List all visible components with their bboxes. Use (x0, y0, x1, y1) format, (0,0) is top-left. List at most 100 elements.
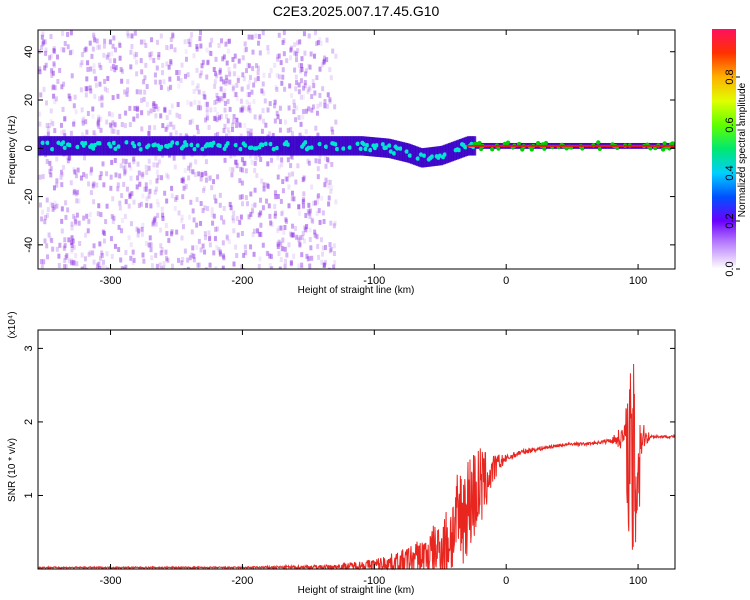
spectrogram-point (92, 243, 96, 249)
spectrogram-point (460, 138, 464, 158)
spectrogram-point (225, 74, 229, 80)
spectrogram-point (252, 251, 256, 257)
spectrogram-point (294, 74, 298, 80)
spectrogram-point (165, 172, 169, 178)
spectrogram-point (449, 142, 453, 162)
spectrogram-point (225, 234, 229, 240)
spectrogram-point (231, 57, 235, 63)
spectrogram-point (232, 261, 236, 267)
spectrogram-point (234, 159, 238, 165)
spectrogram-point (451, 141, 455, 162)
spectrogram-point (310, 184, 314, 190)
spectrogram-point (113, 243, 117, 249)
spectrogram-point (48, 236, 52, 242)
spectrogram-point (67, 237, 71, 243)
spectrogram-point (395, 146, 400, 151)
spectrogram-point (268, 73, 272, 79)
spectrogram-point (282, 51, 286, 57)
spectrogram-point (262, 90, 266, 96)
spectrogram-point (133, 51, 137, 57)
spectrogram-point (41, 174, 45, 180)
spectrogram-point (123, 110, 127, 116)
spectrogram-point (162, 79, 166, 85)
spectrogram-point (215, 92, 219, 98)
spectrogram-point (192, 88, 196, 94)
spectrogram-point (310, 94, 314, 100)
spectrogram-point (212, 213, 216, 219)
spectrogram-point (100, 96, 104, 102)
spectrogram-point (89, 66, 93, 72)
spectrogram-point (140, 126, 144, 132)
spectrogram-point (123, 213, 127, 219)
spectrogram-point (244, 168, 248, 174)
spectrogram-point (83, 140, 88, 146)
spectrogram-point (49, 119, 53, 125)
spectrogram-point (219, 215, 223, 221)
spectrogram-point (43, 39, 47, 45)
spectrogram-point (315, 110, 319, 116)
spectrogram-point (248, 102, 252, 108)
spectrogram-point (226, 127, 230, 133)
spectrogram-point (190, 229, 194, 235)
spectrogram-point (228, 106, 232, 112)
spectrogram-point (326, 179, 330, 185)
spectrogram-point (85, 136, 89, 156)
spectrogram-point (94, 76, 98, 82)
spectrogram-point (243, 143, 248, 148)
spectrogram-point (100, 264, 104, 269)
spectrogram-point (84, 119, 88, 125)
spectrogram-point (242, 55, 246, 61)
spectrogram-point (165, 198, 169, 204)
spectrogram-point (100, 102, 104, 108)
spectrogram-point (155, 65, 159, 71)
spectrogram-point (52, 61, 56, 67)
spectrogram-point (57, 253, 61, 259)
spectrogram-point (52, 136, 56, 156)
spectrogram-point (414, 146, 418, 166)
spectrogram-x-label: Height of straight line (km) (298, 285, 415, 296)
spectrogram-point (400, 141, 404, 162)
spectrogram-point (307, 87, 311, 93)
spectrogram-point (111, 219, 115, 225)
spectrogram-point (266, 44, 270, 50)
spectrogram-point (496, 146, 501, 151)
spectrogram-point (103, 86, 107, 92)
spectrogram-point (429, 154, 435, 159)
spectrogram-point (170, 185, 174, 191)
spectrogram-point (87, 181, 91, 187)
spectrogram-point (201, 136, 205, 156)
spectrogram-point (239, 98, 243, 104)
spectrogram-point (308, 64, 312, 70)
spectrogram-point (248, 153, 252, 159)
spectrogram-point (273, 103, 277, 109)
spectrogram-point (157, 51, 161, 57)
spectrogram-point (327, 195, 331, 201)
spectrogram-point (340, 136, 344, 156)
spectrogram-point (71, 121, 75, 127)
spectrogram-point (315, 41, 319, 47)
spectrogram-point (306, 208, 310, 214)
spectrogram-point (325, 57, 329, 63)
spectrogram-point (196, 129, 200, 135)
spectrogram-point (164, 256, 168, 262)
spectrogram-point (144, 240, 148, 246)
spectrogram-point (231, 215, 235, 221)
spectrogram-point (79, 136, 83, 156)
spectrogram-point (123, 136, 127, 156)
spectrogram-point (84, 232, 88, 238)
spectrogram-point (70, 49, 74, 55)
spectrogram-point (217, 247, 221, 253)
spectrogram-point (192, 53, 196, 59)
spectrogram-point (206, 125, 210, 131)
spectrogram-point (332, 251, 336, 257)
spectrogram-point (224, 74, 228, 80)
spectrogram-point (86, 228, 90, 234)
spectrogram-point (294, 225, 298, 231)
spectrogram-point (150, 255, 154, 261)
spectrogram-point (281, 209, 285, 215)
spectrogram-point (299, 121, 303, 127)
spectrogram-x-axis: -300 -200 -100 0 100 (100, 30, 647, 287)
spectrogram-point (257, 231, 261, 237)
spectrogram-point (52, 48, 56, 54)
spectrogram-point (292, 103, 296, 109)
